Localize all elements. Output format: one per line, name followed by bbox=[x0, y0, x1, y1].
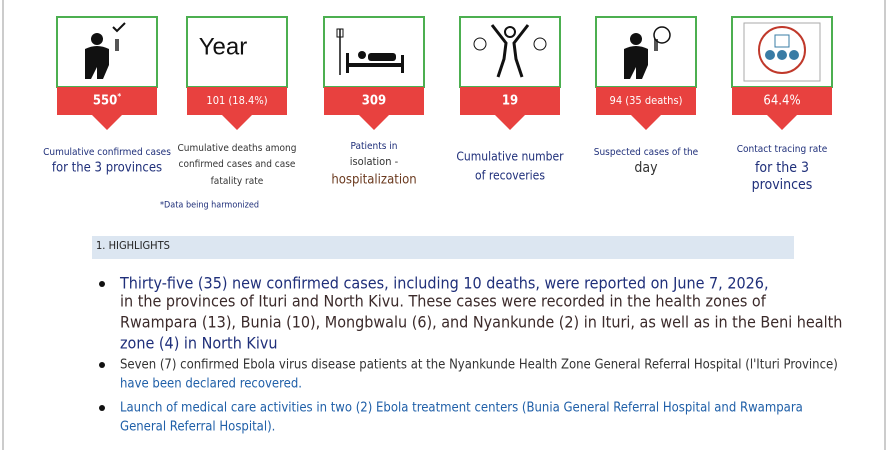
icon-text: Year bbox=[199, 33, 248, 60]
card-caption: confirmed cases and case bbox=[179, 159, 296, 170]
card-caption: provinces bbox=[752, 177, 813, 193]
card-caption: day bbox=[634, 160, 658, 176]
card-caption: hospitalization bbox=[331, 173, 416, 188]
icon-part bbox=[777, 50, 787, 60]
card-value: 309 bbox=[362, 94, 386, 109]
card-value: 94 (35 deaths) bbox=[610, 94, 683, 107]
card-caption: fatality rate bbox=[211, 176, 264, 187]
value-banner bbox=[57, 87, 157, 130]
icon bbox=[85, 22, 126, 79]
value-banner bbox=[732, 87, 832, 130]
icon-part bbox=[758, 26, 806, 74]
bullet-line: zone (4) in North Kivu bbox=[120, 334, 277, 353]
icon-part bbox=[112, 22, 126, 33]
card-icon-box bbox=[186, 16, 288, 88]
icon-part bbox=[85, 46, 109, 79]
bullet-dot bbox=[99, 281, 105, 287]
bullet-line: General Referral Hospital). bbox=[120, 420, 275, 435]
card-caption: Cumulative confirmed cases bbox=[43, 147, 171, 158]
card-caption: of recoveries bbox=[475, 169, 545, 183]
icon-part bbox=[473, 37, 487, 51]
icon-part bbox=[504, 26, 516, 38]
icon-part bbox=[774, 34, 790, 48]
note: *Data being harmonized bbox=[160, 201, 259, 211]
value-banner bbox=[324, 87, 424, 130]
bullet-line: Rwampara (13), Bunia (10), Mongbwalu (6)… bbox=[120, 313, 842, 332]
icon-part bbox=[654, 39, 658, 51]
icon-part bbox=[630, 33, 642, 45]
icon-part bbox=[346, 53, 349, 73]
card-caption: Cumulative number bbox=[456, 150, 564, 164]
card-value: 64.4% bbox=[763, 94, 800, 109]
card-icon-box bbox=[323, 16, 425, 88]
bullet-dot bbox=[99, 362, 105, 368]
icon bbox=[473, 24, 547, 78]
card-value: 101 (18.4%) bbox=[206, 94, 267, 107]
card-caption: Contact tracing rate bbox=[737, 144, 828, 155]
bullet-dot bbox=[99, 405, 105, 411]
icon-part bbox=[336, 28, 344, 38]
card-value: 550* bbox=[93, 92, 121, 109]
icon-part bbox=[533, 37, 547, 51]
card-caption: Suspected cases of the bbox=[594, 147, 699, 158]
icon-part bbox=[789, 50, 799, 60]
icon bbox=[336, 28, 404, 75]
icon-part bbox=[91, 33, 103, 45]
bullet-line: Thirty-five (35) new confirmed cases, in… bbox=[119, 274, 769, 293]
icon-part bbox=[624, 46, 648, 79]
icon-part bbox=[765, 50, 775, 60]
icon bbox=[743, 22, 821, 82]
bullet-line: have been declared recovered. bbox=[120, 377, 302, 392]
icon-part bbox=[401, 55, 404, 73]
card-value: 19 bbox=[502, 94, 518, 109]
card-icon-box bbox=[459, 16, 561, 88]
bullet-line: Seven (7) confirmed Ebola virus disease … bbox=[120, 358, 838, 373]
value-banner bbox=[187, 87, 287, 130]
value-sup: * bbox=[117, 92, 121, 101]
bullet-line: in the provinces of Ituri and North Kivu… bbox=[120, 292, 767, 311]
icon-part bbox=[653, 26, 671, 44]
card-caption: Cumulative deaths among bbox=[178, 143, 297, 154]
card-caption: isolation - bbox=[350, 155, 399, 168]
section-bar bbox=[92, 236, 794, 259]
value-banner bbox=[460, 87, 560, 130]
icon-part bbox=[490, 24, 530, 78]
icon: Year bbox=[199, 33, 248, 60]
card-caption: for the 3 provinces bbox=[52, 161, 162, 176]
icon-part bbox=[358, 51, 366, 59]
section-title: 1. HIGHLIGHTS bbox=[96, 239, 170, 252]
value-banner bbox=[596, 87, 696, 130]
icon-part bbox=[115, 39, 119, 51]
card-caption: for the 3 bbox=[755, 160, 809, 176]
icon-part bbox=[368, 53, 396, 61]
icon-part bbox=[346, 63, 404, 67]
icon bbox=[624, 26, 671, 79]
bullet-line: Launch of medical care activities in two… bbox=[120, 401, 803, 416]
card-caption: Patients in bbox=[350, 141, 397, 152]
